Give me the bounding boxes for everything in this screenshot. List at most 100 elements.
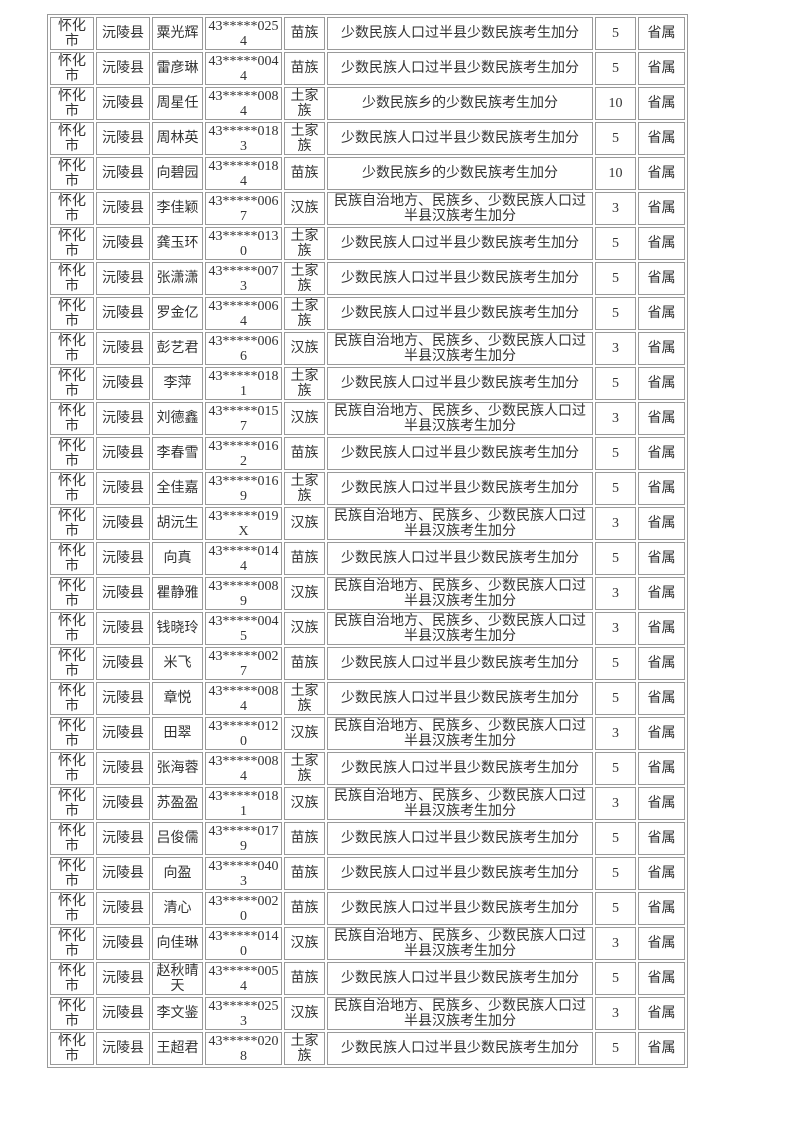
cell-affiliation: 省属 xyxy=(638,262,685,295)
cell-bonus-reason: 少数民族人口过半县少数民族考生加分 xyxy=(327,857,593,890)
cell-affiliation: 省属 xyxy=(638,437,685,470)
cell-ethnicity: 土家 族 xyxy=(284,297,325,330)
cell-bonus-reason: 少数民族人口过半县少数民族考生加分 xyxy=(327,227,593,260)
cell-bonus-reason: 少数民族人口过半县少数民族考生加分 xyxy=(327,122,593,155)
table-row: 怀化 市 沅陵县 米飞 43*****002 7 苗族 少数民族人口过半县少数民… xyxy=(50,647,685,680)
table-row: 怀化 市 沅陵县 王超君 43*****020 8 土家 族 少数民族人口过半县… xyxy=(50,1032,685,1065)
cell-name: 清心 xyxy=(152,892,203,925)
cell-id-number: 43*****006 7 xyxy=(205,192,282,225)
cell-bonus-points: 5 xyxy=(595,857,636,890)
cell-affiliation: 省属 xyxy=(638,892,685,925)
cell-county: 沅陵县 xyxy=(96,1032,150,1065)
cell-name: 米飞 xyxy=(152,647,203,680)
cell-id-number: 43*****008 4 xyxy=(205,682,282,715)
cell-name: 赵秋晴 天 xyxy=(152,962,203,995)
cell-name: 向碧园 xyxy=(152,157,203,190)
table-row: 怀化 市 沅陵县 李萍 43*****018 1 土家 族 少数民族人口过半县少… xyxy=(50,367,685,400)
cell-bonus-points: 5 xyxy=(595,227,636,260)
cell-city: 怀化 市 xyxy=(50,507,94,540)
cell-id-number: 43*****014 0 xyxy=(205,927,282,960)
cell-id-number: 43*****002 0 xyxy=(205,892,282,925)
table-row: 怀化 市 沅陵县 张海蓉 43*****008 4 土家 族 少数民族人口过半县… xyxy=(50,752,685,785)
cell-bonus-reason: 少数民族乡的少数民族考生加分 xyxy=(327,157,593,190)
cell-name: 全佳嘉 xyxy=(152,472,203,505)
table-row: 怀化 市 沅陵县 周林英 43*****018 3 土家 族 少数民族人口过半县… xyxy=(50,122,685,155)
cell-bonus-reason: 少数民族人口过半县少数民族考生加分 xyxy=(327,262,593,295)
cell-county: 沅陵县 xyxy=(96,262,150,295)
cell-bonus-reason: 少数民族人口过半县少数民族考生加分 xyxy=(327,52,593,85)
cell-ethnicity: 汉族 xyxy=(284,332,325,365)
cell-county: 沅陵县 xyxy=(96,157,150,190)
cell-name: 苏盈盈 xyxy=(152,787,203,820)
cell-id-number: 43*****018 3 xyxy=(205,122,282,155)
cell-bonus-points: 5 xyxy=(595,122,636,155)
cell-bonus-points: 5 xyxy=(595,437,636,470)
cell-ethnicity: 土家 族 xyxy=(284,262,325,295)
cell-bonus-reason: 少数民族人口过半县少数民族考生加分 xyxy=(327,682,593,715)
cell-bonus-reason: 少数民族人口过半县少数民族考生加分 xyxy=(327,17,593,50)
cell-county: 沅陵县 xyxy=(96,472,150,505)
cell-name: 李春雪 xyxy=(152,437,203,470)
cell-affiliation: 省属 xyxy=(638,787,685,820)
cell-affiliation: 省属 xyxy=(638,752,685,785)
cell-bonus-reason: 民族自治地方、民族乡、少数民族人口过 半县汉族考生加分 xyxy=(327,787,593,820)
cell-affiliation: 省属 xyxy=(638,682,685,715)
cell-id-number: 43*****014 4 xyxy=(205,542,282,575)
cell-name: 周林英 xyxy=(152,122,203,155)
cell-id-number: 43*****018 1 xyxy=(205,367,282,400)
cell-city: 怀化 市 xyxy=(50,577,94,610)
cell-county: 沅陵县 xyxy=(96,507,150,540)
cell-bonus-points: 5 xyxy=(595,542,636,575)
cell-name: 向佳琳 xyxy=(152,927,203,960)
cell-affiliation: 省属 xyxy=(638,612,685,645)
cell-county: 沅陵县 xyxy=(96,647,150,680)
cell-name: 刘德鑫 xyxy=(152,402,203,435)
cell-bonus-points: 3 xyxy=(595,717,636,750)
table-body: 怀化 市 沅陵县 粟光辉 43*****025 4 苗族 少数民族人口过半县少数… xyxy=(50,17,685,1065)
table-row: 怀化 市 沅陵县 向盈 43*****040 3 苗族 少数民族人口过半县少数民… xyxy=(50,857,685,890)
cell-ethnicity: 苗族 xyxy=(284,17,325,50)
cell-bonus-reason: 少数民族人口过半县少数民族考生加分 xyxy=(327,542,593,575)
cell-id-number: 43*****008 4 xyxy=(205,87,282,120)
cell-ethnicity: 汉族 xyxy=(284,577,325,610)
cell-id-number: 43*****004 5 xyxy=(205,612,282,645)
cell-affiliation: 省属 xyxy=(638,507,685,540)
cell-city: 怀化 市 xyxy=(50,297,94,330)
cell-county: 沅陵县 xyxy=(96,227,150,260)
cell-bonus-points: 5 xyxy=(595,822,636,855)
cell-county: 沅陵县 xyxy=(96,542,150,575)
cell-county: 沅陵县 xyxy=(96,997,150,1030)
cell-affiliation: 省属 xyxy=(638,1032,685,1065)
cell-city: 怀化 市 xyxy=(50,647,94,680)
cell-bonus-reason: 民族自治地方、民族乡、少数民族人口过 半县汉族考生加分 xyxy=(327,927,593,960)
cell-city: 怀化 市 xyxy=(50,262,94,295)
cell-affiliation: 省属 xyxy=(638,997,685,1030)
cell-county: 沅陵县 xyxy=(96,927,150,960)
cell-city: 怀化 市 xyxy=(50,192,94,225)
cell-affiliation: 省属 xyxy=(638,227,685,260)
cell-city: 怀化 市 xyxy=(50,472,94,505)
cell-affiliation: 省属 xyxy=(638,472,685,505)
cell-affiliation: 省属 xyxy=(638,122,685,155)
cell-city: 怀化 市 xyxy=(50,892,94,925)
table-row: 怀化 市 沅陵县 刘德鑫 43*****015 7 汉族 民族自治地方、民族乡、… xyxy=(50,402,685,435)
cell-id-number: 43*****019 X xyxy=(205,507,282,540)
table-row: 怀化 市 沅陵县 苏盈盈 43*****018 1 汉族 民族自治地方、民族乡、… xyxy=(50,787,685,820)
cell-name: 雷彦琳 xyxy=(152,52,203,85)
cell-city: 怀化 市 xyxy=(50,1032,94,1065)
cell-bonus-points: 10 xyxy=(595,87,636,120)
cell-bonus-points: 5 xyxy=(595,367,636,400)
cell-county: 沅陵县 xyxy=(96,122,150,155)
table-row: 怀化 市 沅陵县 雷彦琳 43*****004 4 苗族 少数民族人口过半县少数… xyxy=(50,52,685,85)
table-row: 怀化 市 沅陵县 李春雪 43*****016 2 苗族 少数民族人口过半县少数… xyxy=(50,437,685,470)
cell-city: 怀化 市 xyxy=(50,857,94,890)
cell-affiliation: 省属 xyxy=(638,577,685,610)
cell-name: 王超君 xyxy=(152,1032,203,1065)
cell-id-number: 43*****008 9 xyxy=(205,577,282,610)
cell-city: 怀化 市 xyxy=(50,717,94,750)
cell-id-number: 43*****004 4 xyxy=(205,52,282,85)
cell-name: 钱晓玲 xyxy=(152,612,203,645)
cell-affiliation: 省属 xyxy=(638,927,685,960)
cell-bonus-points: 3 xyxy=(595,402,636,435)
cell-county: 沅陵县 xyxy=(96,332,150,365)
